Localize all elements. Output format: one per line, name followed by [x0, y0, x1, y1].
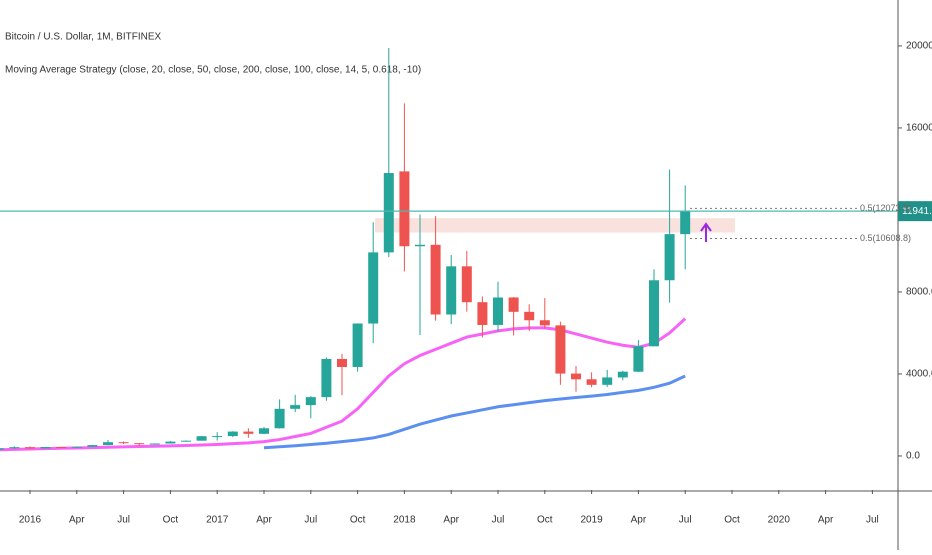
candle-body [352, 323, 363, 367]
x-tick-label: Jul [117, 515, 130, 526]
moving-average [0, 317, 687, 452]
candle-body [0, 448, 4, 450]
candle-body [415, 244, 425, 247]
x-tick-label: Oct [537, 515, 553, 526]
candle-body [539, 320, 550, 326]
level-label: 0.5(10608.8) [860, 233, 911, 243]
candle-body [196, 436, 207, 441]
candle-body [508, 297, 519, 312]
candle-body [337, 358, 347, 367]
candle-body [165, 441, 176, 444]
candle-body [368, 252, 379, 324]
last-price-label: 11941.0 [902, 206, 932, 217]
x-tick-label: Oct [350, 515, 366, 526]
candle-body [493, 297, 503, 325]
candle-body [40, 447, 51, 449]
x-tick-label: Jul [866, 515, 879, 526]
x-tick-label: Apr [69, 515, 85, 526]
x-tick-label: Apr [818, 515, 834, 526]
last-price-tag [898, 201, 932, 222]
candle-body [602, 377, 613, 385]
plot-area [0, 47, 735, 452]
x-tick-label: 2019 [580, 515, 603, 526]
candle-body [71, 446, 82, 448]
candle-body [290, 405, 301, 409]
candle-body [56, 447, 67, 449]
candle-body [87, 445, 98, 447]
zone [375, 218, 735, 233]
candle-body [25, 447, 35, 449]
x-tick-label: Apr [443, 515, 459, 526]
y-tick-label: 0.0 [906, 451, 920, 462]
x-tick-label: Oct [163, 515, 179, 526]
candle-body [524, 311, 535, 321]
candle-body [383, 173, 394, 253]
candle-body [227, 431, 238, 437]
candle-body [134, 443, 145, 445]
moving-average [263, 374, 686, 450]
chart-title: Bitcoin / U.S. Dollar, 1M, BITFINEX [5, 32, 161, 43]
level-label: 0.5(12073.8) [860, 203, 911, 213]
x-tick-label: Apr [256, 515, 272, 526]
y-tick-label: 4000.0 [906, 369, 932, 380]
candle-body [633, 346, 644, 372]
x-tick-label: 2016 [19, 515, 42, 526]
candle-body [555, 325, 566, 374]
candle-body [571, 373, 581, 380]
x-tick-label: Oct [724, 515, 740, 526]
x-tick-label: 2020 [768, 515, 791, 526]
y-tick-label: 20000.0 [906, 41, 932, 52]
candle-body [446, 266, 457, 315]
candle-body [118, 442, 129, 444]
candle-body [617, 371, 628, 378]
x-tick-label: Jul [679, 515, 692, 526]
candle-body [664, 234, 675, 281]
candle-body [680, 211, 691, 235]
candle-body [149, 443, 160, 445]
candle-body [274, 408, 285, 429]
candle-body [461, 266, 472, 303]
candle-body [9, 447, 20, 449]
candle-body [477, 302, 488, 325]
indicator-label: Moving Average Strategy (close, 20, clos… [5, 65, 421, 76]
candle-body [586, 379, 597, 385]
candle-body [103, 442, 113, 446]
candle-body [399, 171, 410, 247]
candle-body [212, 436, 223, 438]
x-tick-label: 2017 [206, 515, 229, 526]
x-tick-label: Jul [492, 515, 505, 526]
x-tick-label: Jul [304, 515, 317, 526]
y-tick-label: 16000.0 [906, 123, 932, 134]
candle-body [430, 244, 441, 315]
candle-body [305, 397, 316, 406]
candle-body [649, 280, 659, 347]
candle-body [243, 431, 254, 434]
candle-body [321, 358, 332, 398]
x-tick-label: 2018 [393, 515, 416, 526]
signal-arrow [700, 222, 712, 242]
y-tick-label: 8000.0 [906, 287, 932, 298]
candle-body [181, 440, 191, 442]
x-tick-label: Apr [631, 515, 647, 526]
candle-body [259, 428, 269, 434]
